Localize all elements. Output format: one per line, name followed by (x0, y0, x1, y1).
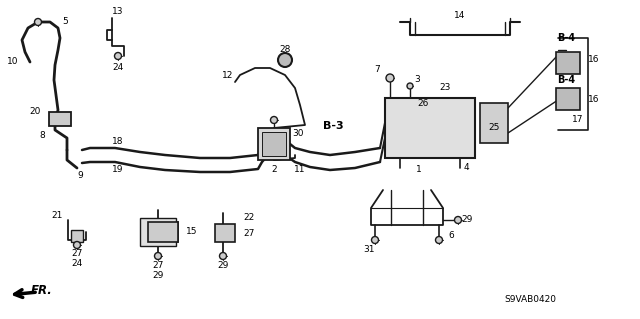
Text: B-4: B-4 (557, 75, 575, 85)
Text: S9VAB0420: S9VAB0420 (504, 295, 556, 305)
Text: 1: 1 (417, 166, 422, 174)
Text: 10: 10 (6, 57, 18, 66)
Text: 17: 17 (572, 115, 584, 124)
Text: 27: 27 (243, 228, 254, 238)
Circle shape (35, 19, 42, 26)
Circle shape (454, 217, 461, 224)
Text: 7: 7 (374, 65, 380, 75)
Bar (556, 88, 580, 110)
Text: 23: 23 (439, 84, 451, 93)
Text: 19: 19 (112, 166, 124, 174)
Bar (148, 222, 178, 242)
Text: 20: 20 (29, 108, 41, 116)
Circle shape (278, 53, 292, 67)
Circle shape (371, 236, 378, 243)
Circle shape (271, 116, 278, 123)
Text: 14: 14 (454, 11, 466, 20)
Bar (556, 52, 580, 74)
Text: 24: 24 (113, 63, 124, 72)
Text: 11: 11 (294, 166, 306, 174)
Text: 2: 2 (271, 166, 277, 174)
Bar (49, 112, 71, 126)
Text: 26: 26 (417, 99, 429, 108)
Text: 15: 15 (186, 227, 198, 236)
Circle shape (407, 83, 413, 89)
Text: 31: 31 (364, 246, 375, 255)
Text: 22: 22 (243, 213, 254, 222)
Text: 30: 30 (292, 130, 304, 138)
Bar (385, 98, 475, 158)
Text: 29: 29 (218, 262, 228, 271)
Text: 9: 9 (77, 170, 83, 180)
Text: 27: 27 (71, 249, 83, 258)
Bar (140, 218, 176, 246)
Text: 18: 18 (112, 137, 124, 145)
Text: 3: 3 (414, 76, 420, 85)
Text: 4: 4 (463, 164, 469, 173)
Bar (258, 128, 290, 160)
Text: 5: 5 (62, 18, 68, 26)
Circle shape (386, 74, 394, 82)
Text: 16: 16 (588, 56, 600, 64)
Text: 21: 21 (52, 211, 63, 219)
Text: 8: 8 (39, 130, 45, 139)
Circle shape (435, 236, 442, 243)
Text: 25: 25 (488, 123, 500, 132)
Text: FR.: FR. (31, 284, 53, 296)
Circle shape (74, 241, 81, 249)
Text: 16: 16 (588, 95, 600, 105)
Text: 29: 29 (461, 216, 473, 225)
Bar (262, 132, 286, 156)
Text: 29: 29 (152, 271, 164, 280)
Text: 12: 12 (222, 70, 234, 79)
Text: 13: 13 (112, 8, 124, 17)
Bar (148, 222, 178, 242)
Circle shape (115, 53, 122, 60)
Circle shape (220, 253, 227, 259)
Text: 27: 27 (152, 262, 164, 271)
Bar (71, 230, 83, 242)
Text: B-3: B-3 (323, 121, 343, 131)
Text: 6: 6 (448, 231, 454, 240)
Bar (480, 103, 508, 143)
Text: 28: 28 (279, 46, 291, 55)
Text: B-4: B-4 (557, 33, 575, 43)
Text: 24: 24 (72, 259, 83, 269)
Bar (215, 224, 235, 242)
Circle shape (154, 253, 161, 259)
